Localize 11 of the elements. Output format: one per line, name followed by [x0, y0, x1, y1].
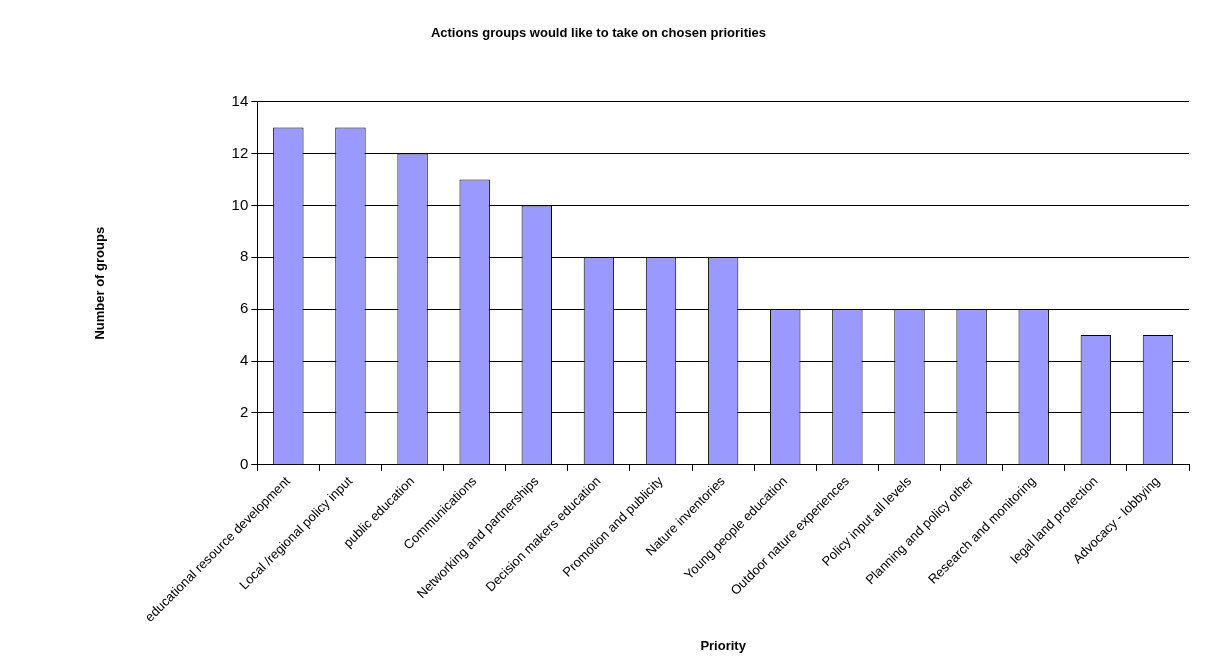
y-tick-label: 10 — [231, 195, 249, 213]
y-tick-label: 0 — [239, 454, 249, 472]
y-tick-label: 14 — [231, 91, 249, 109]
y-tick-label: 8 — [239, 247, 249, 265]
chart-title: Actions groups would like to take on chosen priorities — [430, 25, 767, 41]
y-tick-label: 4 — [239, 351, 249, 369]
y-tick-label: 2 — [239, 403, 249, 421]
y-tick-label: 12 — [231, 143, 249, 161]
x-axis-title: Priority — [700, 637, 747, 653]
y-axis-title: Number of groups — [92, 226, 108, 340]
y-tick-label: 6 — [239, 299, 249, 317]
